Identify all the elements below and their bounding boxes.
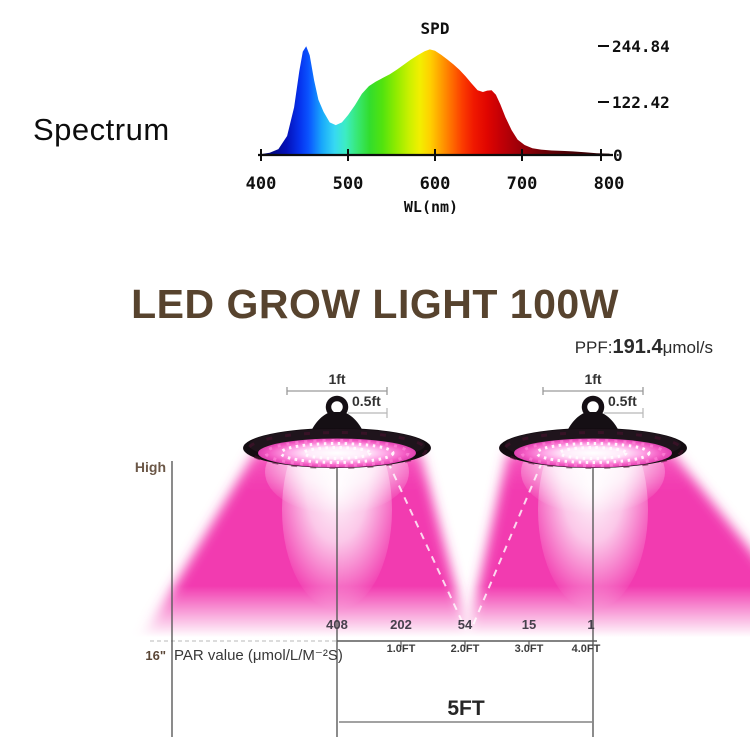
par-value-0ft: 408: [326, 617, 348, 632]
grow-lamp-left: [243, 399, 431, 469]
floor-ticks: [400, 641, 530, 647]
distance-label-1ft: 1.0FT: [386, 643, 416, 655]
ppf-label: PPF:: [574, 338, 613, 357]
par-value-2ft: 54: [457, 617, 473, 632]
par-value-4ft: 1: [587, 617, 595, 632]
distance-label-3ft: 3.0FT: [514, 643, 544, 655]
lamp1-width-label: 1ft: [328, 371, 346, 387]
y-tick-244: 244.84: [612, 37, 670, 56]
span-5ft-label: 5FT: [447, 697, 485, 720]
product-title: LED GROW LIGHT 100W: [131, 281, 619, 327]
ppf-unit: μmol/s: [662, 338, 713, 357]
spectrum-heading: Spectrum: [33, 112, 170, 147]
lamp2-width-label: 1ft: [584, 371, 602, 387]
x-tick-500: 500: [332, 174, 364, 194]
spd-y-ticks: [598, 45, 609, 103]
y-tick-122: 122.42: [612, 93, 670, 112]
grow-lamp-right: [499, 399, 687, 469]
beam-dash-right: [470, 461, 543, 631]
par-value-1ft: 202: [390, 617, 412, 632]
y-tick-0: 0: [613, 146, 623, 165]
ppf-spec: PPF:191.4μmol/s: [575, 336, 713, 359]
lamp2-half-width-label: 0.5ft: [608, 393, 637, 409]
par-value-3ft: 15: [521, 617, 537, 632]
hang-dimension-lines: [286, 387, 644, 418]
x-tick-700: 700: [506, 174, 538, 194]
spd-spectrum-chart: [258, 45, 613, 161]
ppf-value: 191.4: [612, 336, 663, 358]
x-tick-600: 600: [419, 174, 451, 194]
measurement-lines: [150, 457, 597, 737]
par-caption: PAR value (μmol/L/M⁻²S): [174, 647, 343, 664]
spd-curve: [258, 46, 613, 156]
distance-label-4ft: 4.0FT: [571, 643, 601, 655]
beam-dash-left: [387, 461, 467, 631]
distance-label-2ft: 2.0FT: [450, 643, 480, 655]
x-tick-400: 400: [245, 174, 277, 194]
high-label: High: [134, 459, 166, 475]
x-axis-label: WL(nm): [403, 198, 459, 216]
lamp1-half-width-label: 0.5ft: [352, 393, 381, 409]
x-tick-800: 800: [593, 174, 625, 194]
spd-chart-title: SPD: [420, 19, 450, 38]
height-16in-label: 16": [145, 648, 166, 663]
spd-axis-ticks: [260, 149, 602, 161]
